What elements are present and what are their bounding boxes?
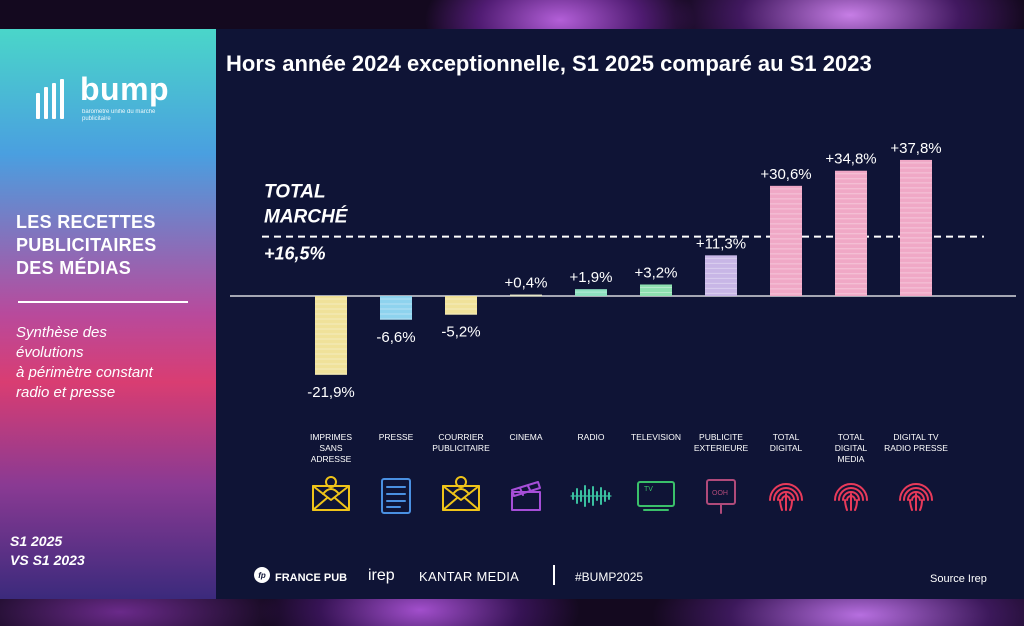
category-label: TOTAL: [838, 432, 865, 442]
subtitle-line: évolutions: [16, 344, 84, 361]
period-line: VS S1 2023: [10, 552, 85, 568]
category-label: CINEMA: [509, 432, 542, 442]
bar: [575, 289, 607, 296]
data-label: +34,8%: [825, 151, 876, 168]
logo-bars-icon: [36, 79, 76, 119]
category-label: DIGITAL: [835, 443, 868, 453]
section-subtitle: Synthèse des évolutions à périmètre cons…: [16, 323, 206, 403]
source-note: Source Irep: [930, 573, 987, 585]
chart-title: Hors année 2024 exceptionnelle, S1 2025 …: [226, 51, 872, 76]
section-title-line: LES RECETTES: [16, 212, 156, 232]
bar: [705, 255, 737, 296]
category-label: COURRIER: [438, 432, 483, 442]
clapperboard-icon: [511, 481, 541, 511]
letter-person-icon: [312, 476, 350, 511]
data-label: +3,2%: [635, 264, 678, 281]
data-label: +0,4%: [505, 275, 548, 292]
subtitle-line: Synthèse des: [16, 324, 107, 341]
bar: [510, 294, 542, 297]
section-title-line: PUBLICITAIRES: [16, 235, 157, 255]
logo-word: bump: [80, 71, 170, 107]
france-pub-logo-icon: fp: [254, 567, 270, 583]
category-label: EXTERIEURE: [694, 443, 749, 453]
total-market-label: MARCHÉ: [264, 206, 349, 228]
bar-chart: TOTAL MARCHÉ +16,5% -21,9% IMPRIMESSANSADRES…: [230, 140, 1016, 514]
category-label: SANS: [319, 443, 342, 453]
newspaper-icon: [381, 478, 411, 514]
fingerprint-icon: [834, 483, 868, 511]
data-label: -6,6%: [376, 329, 415, 346]
footer-separator: [553, 565, 555, 585]
data-label: +1,9%: [570, 269, 613, 286]
category-label: DIGITAL TV: [893, 432, 939, 442]
bar: [445, 296, 477, 315]
category-label: RADIO: [578, 432, 605, 442]
tv-icon: TV: [637, 481, 675, 511]
bar: [770, 185, 802, 296]
category-label: PUBLICITAIRE: [432, 443, 490, 453]
total-market-label: TOTAL: [264, 182, 326, 203]
logo-tagline: baromètre unifié du marché publicitaire: [82, 109, 156, 122]
bar: [900, 159, 932, 296]
category-label: TELEVISION: [631, 432, 681, 442]
left-panel: bump baromètre unifié du marché publicit…: [0, 29, 216, 599]
data-label: +37,8%: [890, 140, 941, 157]
category-label: ADRESSE: [311, 454, 352, 464]
total-market-value: +16,5%: [264, 244, 326, 264]
bar: [640, 284, 672, 296]
category-label: DIGITAL: [770, 443, 803, 453]
kantar-media-logo: KANTAR MEDIA: [419, 569, 520, 584]
letter-person-icon: [442, 476, 480, 511]
bar: [315, 296, 347, 375]
period-line: S1 2025: [10, 533, 63, 549]
chart-panel: Hors année 2024 exceptionnelle, S1 2025 …: [216, 29, 1024, 599]
data-label: -21,9%: [307, 384, 355, 401]
subtitle-line: à périmètre constant: [16, 364, 153, 381]
category-label: IMPRIMES: [310, 432, 352, 442]
subtitle-line: radio et presse: [16, 384, 116, 401]
svg-text:OOH: OOH: [712, 490, 728, 497]
france-pub-logo: FRANCE PUB: [275, 572, 348, 584]
fingerprint-icon: [769, 483, 803, 511]
slide: bump baromètre unifié du marché publicit…: [0, 29, 1024, 599]
billboard-ooh-icon: OOH: [706, 479, 736, 514]
audio-wave-icon: [570, 485, 612, 507]
section-title: LES RECETTES PUBLICITAIRES DES MÉDIAS: [16, 211, 206, 280]
bar: [835, 170, 867, 296]
bar: [380, 296, 412, 320]
category-label: PRESSE: [379, 432, 414, 442]
section-title-line: DES MÉDIAS: [16, 258, 132, 278]
fingerprint-icon: [899, 483, 933, 511]
data-label: -5,2%: [441, 324, 480, 341]
data-label: +11,3%: [696, 235, 746, 252]
hashtag: #BUMP2025: [575, 570, 644, 584]
category-label: RADIO PRESSE: [884, 443, 948, 453]
svg-text:TV: TV: [644, 486, 653, 493]
category-label: PUBLICITE: [699, 432, 743, 442]
footer: fp FRANCE PUB irep KANTAR MEDIA #BUMP202…: [216, 563, 1024, 593]
category-label: MEDIA: [838, 454, 865, 464]
period-label: S1 2025 VS S1 2023: [10, 532, 210, 570]
divider: [18, 301, 188, 303]
data-label: +30,6%: [760, 166, 811, 183]
category-label: TOTAL: [773, 432, 800, 442]
irep-logo: irep: [368, 567, 395, 584]
